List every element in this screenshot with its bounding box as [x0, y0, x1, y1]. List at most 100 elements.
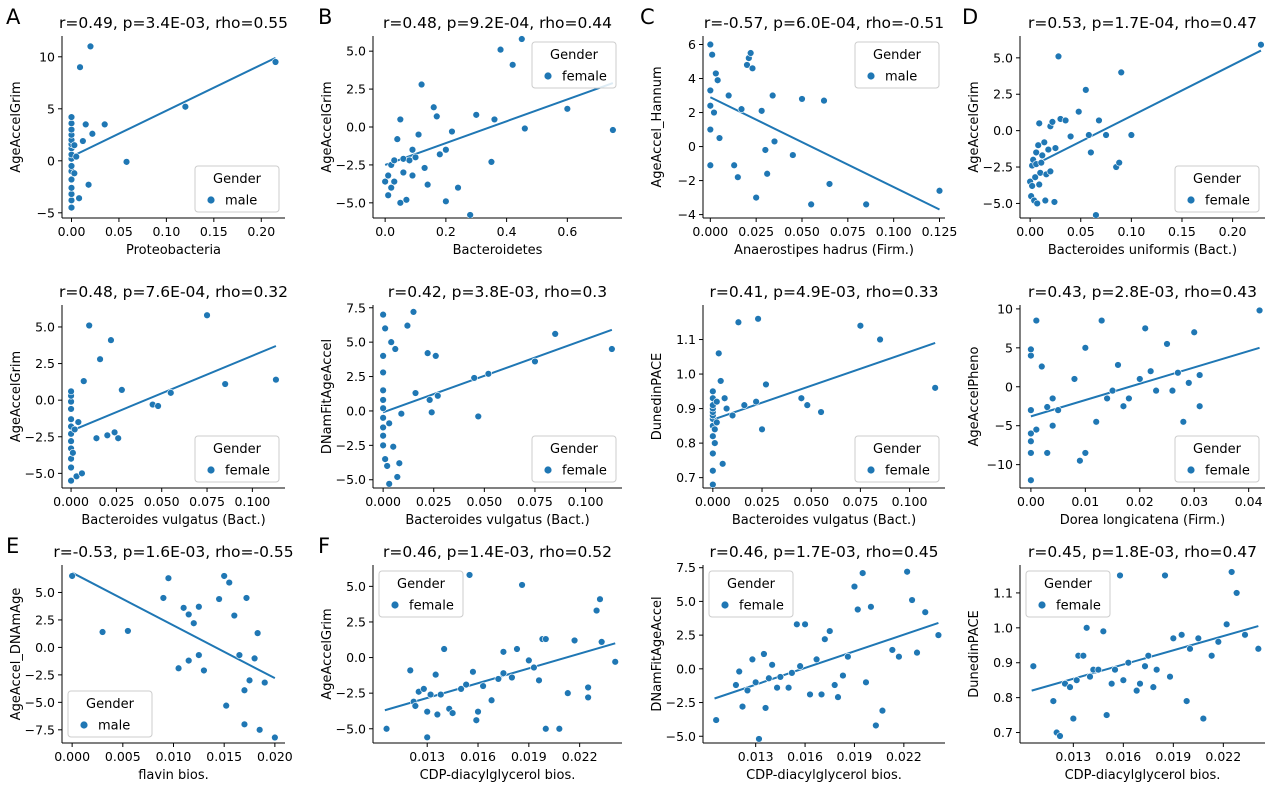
- x-tick-label: 0.050: [793, 494, 829, 509]
- data-point: [240, 720, 249, 729]
- legend: Gender male: [67, 690, 153, 738]
- data-point: [706, 125, 715, 134]
- legend-title: Gender: [213, 442, 262, 457]
- x-tick-label: 0.022: [886, 749, 922, 764]
- y-axis-label: AgeAccelPheno: [967, 346, 982, 446]
- data-point: [1027, 476, 1035, 484]
- x-tick-label: 0.00: [58, 224, 86, 239]
- data-point: [379, 432, 387, 440]
- y-tick-label: −5: [995, 418, 1013, 433]
- y-tick-label: 0.7: [676, 470, 696, 485]
- y-tick-label: 0.0: [346, 120, 366, 135]
- data-point: [399, 168, 408, 177]
- legend-title: Gender: [727, 577, 776, 592]
- data-point: [812, 655, 821, 664]
- data-point: [69, 449, 77, 457]
- data-point: [1108, 386, 1117, 395]
- data-point: [466, 211, 474, 218]
- y-axis-label: AgeAccelGrim: [9, 351, 24, 442]
- panel-letter: E: [6, 534, 19, 558]
- data-point: [709, 467, 717, 475]
- y-tick-label: 10: [997, 301, 1013, 316]
- data-point: [67, 190, 76, 198]
- data-point: [807, 200, 815, 209]
- x-axis-label: Bacteroides vulgatus (Bact.): [81, 513, 265, 528]
- data-point: [67, 415, 75, 423]
- data-point: [876, 335, 884, 344]
- data-point: [272, 375, 280, 384]
- data-point: [70, 141, 79, 149]
- data-point: [1199, 714, 1208, 723]
- legend: Gender female: [854, 435, 940, 483]
- data-point: [760, 650, 768, 658]
- data-point: [1182, 697, 1191, 705]
- data-point: [584, 693, 592, 702]
- legend-box: [531, 435, 617, 483]
- data-point: [518, 581, 526, 589]
- legend-marker: [867, 72, 875, 80]
- data-point: [1136, 679, 1144, 688]
- x-tick-label: 0.010: [156, 749, 192, 764]
- data-point: [389, 443, 397, 451]
- y-tick-label: 7.5: [676, 560, 696, 575]
- data-point: [381, 455, 389, 463]
- data-point: [1041, 196, 1050, 205]
- x-tick-label: 0.050: [466, 494, 502, 509]
- data-point: [403, 321, 412, 330]
- data-point: [1054, 406, 1062, 414]
- data-point: [551, 330, 559, 338]
- data-point: [862, 678, 870, 687]
- data-point: [474, 707, 482, 716]
- y-axis-label: DunedinPACE: [967, 610, 982, 698]
- legend-box: [1025, 570, 1111, 618]
- panel-title: r=0.41, p=4.9E-03, rho=0.33: [709, 283, 938, 301]
- regression-line: [382, 328, 613, 414]
- y-tick-label: −5.0: [25, 695, 55, 710]
- legend: Gender female: [1174, 165, 1260, 213]
- data-point: [1035, 119, 1043, 128]
- data-point: [1195, 402, 1204, 410]
- data-point: [831, 681, 839, 689]
- legend-marker: [1187, 196, 1195, 204]
- data-point: [67, 113, 76, 121]
- data-point: [379, 396, 387, 404]
- data-point: [225, 578, 233, 587]
- y-tick-label: 2.5: [35, 612, 55, 627]
- data-point: [1027, 437, 1035, 445]
- data-point: [417, 80, 426, 89]
- legend-label: female: [1056, 599, 1101, 614]
- data-point: [1040, 138, 1048, 146]
- data-point: [1061, 679, 1069, 688]
- regression-line: [71, 571, 276, 680]
- panel-letter: A: [6, 5, 21, 29]
- data-point: [1027, 429, 1035, 438]
- data-point: [825, 180, 834, 188]
- y-axis-label: AgeAccelGrim: [320, 608, 335, 699]
- regression-line: [1031, 625, 1259, 692]
- panel-letter: D: [962, 5, 978, 29]
- x-axis-label: CDP-diacylglycerol bios.: [746, 768, 902, 783]
- x-tick-label: 0.0: [375, 224, 395, 239]
- data-point: [1144, 652, 1153, 660]
- data-point: [96, 355, 104, 363]
- data-point: [525, 656, 533, 665]
- data-point: [423, 349, 432, 357]
- data-point: [393, 135, 401, 143]
- data-point: [751, 678, 760, 687]
- legend-label: female: [562, 464, 607, 479]
- data-point: [1207, 652, 1216, 660]
- data-point: [185, 610, 193, 619]
- y-tick-label: 0.0: [676, 661, 696, 676]
- data-point: [423, 180, 432, 189]
- data-point: [88, 130, 97, 138]
- y-axis-label: AgeAccel_Hannum: [650, 66, 665, 187]
- scatter-panel-8: r=0.43, p=2.8E-03, rho=0.43 0.00 0.01 0.02 0…: [967, 283, 1265, 528]
- data-point: [755, 735, 763, 743]
- data-point: [67, 463, 75, 472]
- data-point: [1046, 167, 1055, 176]
- data-point: [76, 63, 84, 71]
- data-point: [518, 35, 526, 43]
